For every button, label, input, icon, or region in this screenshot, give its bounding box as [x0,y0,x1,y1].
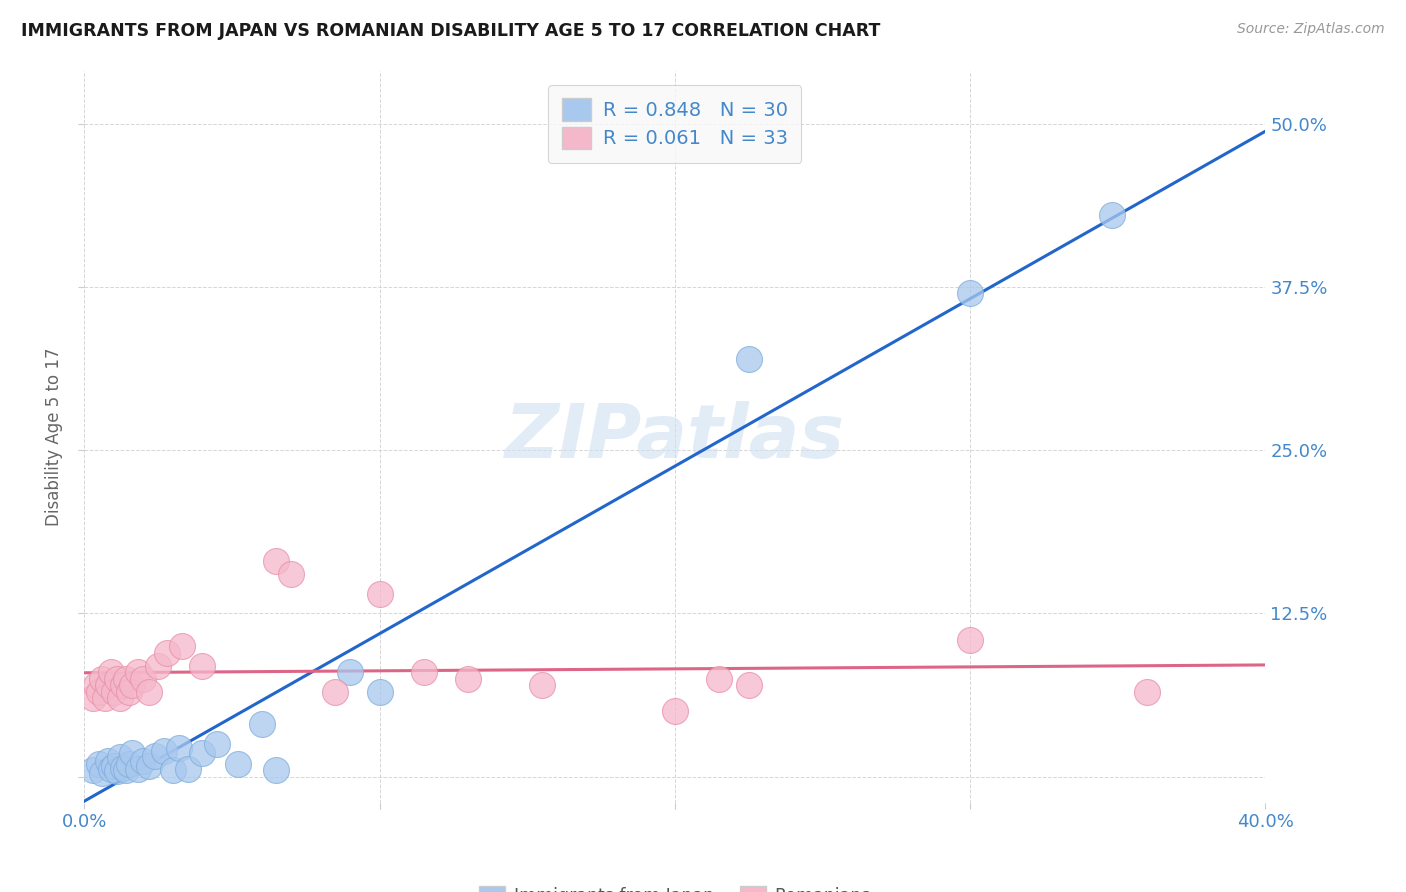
Point [143,748,166,763]
Point [191,746,214,760]
Point [167,740,190,755]
Point [118,685,141,699]
Point [103,685,125,699]
Point [153,743,176,757]
Point [89,756,111,771]
Point [264,554,288,568]
Point [339,665,361,680]
Point [94,691,117,706]
Point [100,665,122,680]
Legend: Immigrants from Japan, Romanians: Immigrants from Japan, Romanians [470,878,880,892]
Point [1101,208,1123,222]
Point [280,567,302,582]
Text: ZIPatlas: ZIPatlas [505,401,845,474]
Point [264,763,288,777]
Point [138,759,160,773]
Point [91,672,114,686]
Point [959,632,981,647]
Point [205,737,228,751]
Point [121,678,143,692]
Point [108,750,131,764]
Point [97,678,120,692]
Point [105,764,128,779]
Text: Source: ZipAtlas.com: Source: ZipAtlas.com [1237,22,1385,37]
Point [114,672,136,686]
Point [959,286,981,301]
Point [127,762,149,776]
Point [738,351,761,366]
Y-axis label: Disability Age 5 to 17: Disability Age 5 to 17 [45,348,63,526]
Point [162,763,184,777]
Point [738,678,761,692]
Point [138,685,160,699]
Point [121,746,143,760]
Point [132,754,155,768]
Point [108,691,131,706]
Point [118,756,141,771]
Point [191,658,214,673]
Point [132,672,155,686]
Point [457,672,479,686]
Point [114,763,136,777]
Point [111,678,134,692]
Point [91,765,114,780]
Point [250,717,273,731]
Point [709,672,731,686]
Point [100,762,122,776]
Point [413,665,436,680]
Point [148,658,170,673]
Point [89,685,111,699]
Point [530,678,553,692]
Point [82,691,104,706]
Point [177,762,200,776]
Point [664,705,686,719]
Point [82,763,104,777]
Point [105,672,128,686]
Point [97,754,120,768]
Point [170,639,193,653]
Point [368,685,391,699]
Point [368,587,391,601]
Point [323,685,347,699]
Point [111,760,134,774]
Point [103,759,125,773]
Point [84,678,107,692]
Point [127,665,149,680]
Text: IMMIGRANTS FROM JAPAN VS ROMANIAN DISABILITY AGE 5 TO 17 CORRELATION CHART: IMMIGRANTS FROM JAPAN VS ROMANIAN DISABI… [21,22,880,40]
Point [226,756,249,771]
Point [156,646,179,660]
Point [1136,685,1159,699]
